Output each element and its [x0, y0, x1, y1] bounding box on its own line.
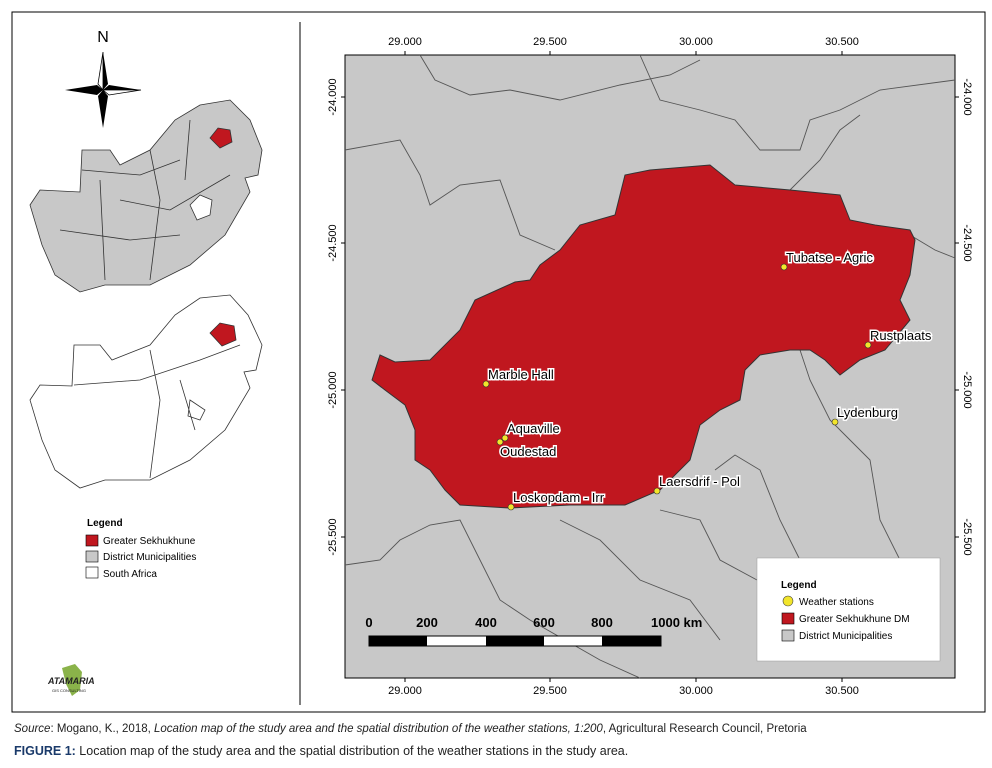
study-area-map: Legend Weather stations Greater Sekhukhu…	[327, 36, 973, 697]
legend-item: Greater Sekhukhune	[103, 536, 196, 547]
x-tick-label: 30.500	[825, 685, 859, 697]
weather-station	[507, 503, 515, 511]
north-arrow: N	[65, 29, 142, 128]
legend-title: Legend	[87, 518, 123, 529]
figure-border	[11, 11, 986, 713]
legend-item: District Municipalities	[799, 631, 892, 642]
sa-outline-map	[29, 294, 263, 489]
weather-station	[831, 418, 839, 426]
weather-station	[496, 438, 504, 446]
x-tick-label: 29.000	[388, 685, 422, 697]
weather-station	[482, 380, 490, 388]
station-label: Tubatse - Agric	[786, 250, 873, 265]
scale-label: 200	[416, 615, 438, 630]
map-legend: Legend Weather stations Greater Sekhukhu…	[756, 557, 941, 662]
station-label: Lydenburg	[837, 405, 898, 420]
source-label: Source	[14, 723, 51, 735]
weather-station	[653, 487, 661, 495]
x-tick-label: 29.500	[533, 685, 567, 697]
x-tick-label: 30.000	[679, 685, 713, 697]
x-tick-label: 29.500	[533, 36, 567, 48]
logo: ATAMARIA GIS CONSULTING	[47, 664, 95, 696]
scale-label: 0	[365, 615, 372, 630]
weather-station	[864, 341, 872, 349]
y-tick-label: -25.000	[327, 371, 339, 408]
y-tick-label: -24.500	[327, 224, 339, 261]
source-title: Location map of the study area and the s…	[154, 723, 603, 735]
legend-item: Greater Sekhukhune DM	[799, 614, 910, 625]
scale-bar	[368, 635, 662, 647]
caption-label: FIGURE 1:	[14, 744, 76, 758]
y-tick-label: -24.000	[961, 78, 973, 115]
station-label: Loskopdam - Irr	[513, 490, 605, 505]
source-text: : Mogano, K., 2018,	[50, 723, 155, 735]
y-tick-label: -24.500	[961, 224, 973, 261]
caption-text: Location map of the study area and the s…	[75, 744, 629, 758]
x-tick-label: 29.000	[388, 36, 422, 48]
logo-name: ATAMARIA	[47, 676, 95, 686]
legend-title: Legend	[781, 580, 817, 591]
station-label: Laersdrif - Pol	[659, 474, 740, 489]
y-tick-label: -25.500	[961, 518, 973, 555]
sa-districts-map	[29, 99, 263, 293]
station-label: Marble Hall	[488, 367, 554, 382]
weather-station	[780, 263, 788, 271]
weather-station	[501, 434, 509, 442]
y-tick-label: -24.000	[327, 78, 339, 115]
legend-item: District Municipalities	[103, 552, 196, 563]
station-label: Oudestad	[500, 444, 556, 459]
x-tick-label: 30.500	[825, 36, 859, 48]
left-legend: Legend Greater Sekhukhune District Munic…	[85, 518, 196, 580]
source-line: Source: Mogano, K., 2018, Location map o…	[14, 723, 807, 735]
station-label: Rustplaats	[870, 328, 932, 343]
station-label: Aquaville	[507, 421, 560, 436]
legend-item: Weather stations	[799, 597, 874, 608]
north-label: N	[97, 29, 109, 46]
x-tick-label: 30.000	[679, 36, 713, 48]
caption: FIGURE 1: Location map of the study area…	[14, 744, 628, 758]
scale-label: 400	[475, 615, 497, 630]
scale-label: 800	[591, 615, 613, 630]
legend-item: South Africa	[103, 569, 157, 580]
logo-sub: GIS CONSULTING	[52, 688, 86, 693]
y-tick-label: -25.500	[327, 518, 339, 555]
source-text: , Agricultural Research Council, Pretori…	[602, 723, 807, 735]
scale-label: 600	[533, 615, 555, 630]
scale-label: 1000 km	[651, 615, 702, 630]
y-tick-label: -25.000	[961, 371, 973, 408]
